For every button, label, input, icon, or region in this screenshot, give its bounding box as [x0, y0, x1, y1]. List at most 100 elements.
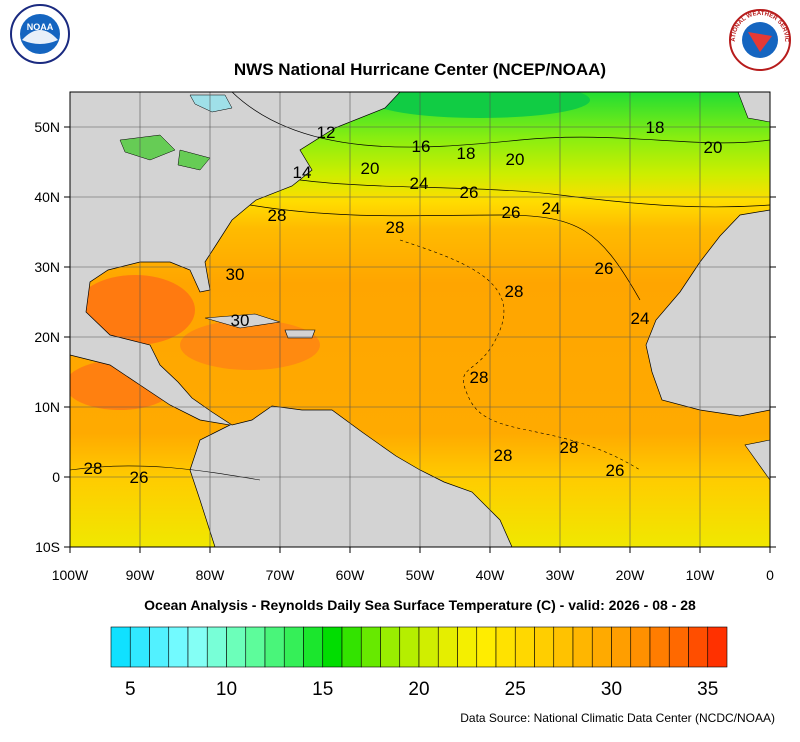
y-tick-label: 40N — [34, 189, 60, 205]
colorbar-cell — [110, 626, 131, 668]
nws-logo-ring-text: NATIONAL WEATHER SERVICE — [0, 0, 789, 43]
contour-label: 16 — [412, 137, 431, 156]
x-tick-label: 20W — [616, 567, 646, 583]
contour-label: 12 — [317, 123, 336, 142]
colorbar-cell — [534, 626, 555, 668]
colorbar-tick-label: 20 — [408, 679, 429, 700]
axes: 100W 90W 80W 70W 60W 50W 40W 30W 20W 10W 0 50N 40N 30… — [34, 119, 776, 583]
contour-label: 18 — [646, 118, 665, 137]
land-africa — [645, 209, 770, 417]
colorbar-cell — [688, 626, 709, 668]
land-africa-south — [744, 439, 770, 481]
colorbar-cell — [129, 626, 150, 668]
colorbar-tick-label: 25 — [505, 679, 526, 700]
y-tick-label: 50N — [34, 119, 60, 135]
contour-label: 18 — [457, 144, 476, 163]
colorbar: 5 10 15 20 25 30 35 — [110, 626, 728, 700]
contour-label: 24 — [631, 309, 650, 328]
caption: Ocean Analysis - Reynolds Daily Sea Surf… — [144, 597, 696, 613]
colorbar-cell — [476, 626, 497, 668]
colorbar-cell — [303, 626, 324, 668]
land-europe — [737, 92, 770, 123]
colorbar-cell — [514, 626, 535, 668]
colorbar-cell — [206, 626, 227, 668]
contour-label: 26 — [130, 468, 149, 487]
contour-label: 20 — [704, 138, 723, 157]
colorbar-tick-label: 15 — [312, 679, 333, 700]
colorbar-cell — [264, 626, 285, 668]
colorbar-cell — [168, 626, 189, 668]
x-tick-label: 50W — [406, 567, 436, 583]
warm-patch — [75, 275, 195, 345]
colorbar-cell — [553, 626, 574, 668]
x-tick-label: 40W — [476, 567, 506, 583]
colorbar-cell — [572, 626, 593, 668]
colorbar-cell — [591, 626, 612, 668]
hudson-bay — [189, 94, 233, 113]
contour-label: 26 — [606, 461, 625, 480]
noaa-logo-text: NOAA — [27, 22, 54, 32]
x-tick-label: 0 — [766, 567, 774, 583]
colorbar-cell — [707, 626, 728, 668]
colorbar-cell — [245, 626, 266, 668]
colorbar-tick-label: 5 — [125, 679, 136, 700]
colorbar-cell — [226, 626, 247, 668]
contour-label: 14 — [293, 163, 312, 182]
colorbar-tick-label: 35 — [697, 679, 718, 700]
contour-label: 20 — [361, 159, 380, 178]
contour-label: 28 — [84, 459, 103, 478]
colorbar-cell — [380, 626, 401, 668]
colorbar-cell — [149, 626, 170, 668]
colorbar-cell — [630, 626, 651, 668]
colorbar-cell — [457, 626, 478, 668]
contour — [249, 204, 641, 301]
colorbar-cell — [399, 626, 420, 668]
contour — [70, 465, 261, 481]
source: Data Source: National Climatic Data Cent… — [460, 711, 775, 725]
colorbar-cell — [187, 626, 208, 668]
x-tick-label: 10W — [686, 567, 716, 583]
title: NWS National Hurricane Center (NCEP/NOAA… — [234, 60, 606, 79]
colorbar-cell — [611, 626, 632, 668]
y-tick-label: 10N — [34, 399, 60, 415]
contour-label: 26 — [595, 259, 614, 278]
colorbar-cell — [437, 626, 458, 668]
contour-label: 20 — [506, 150, 525, 169]
colorbar-cell — [341, 626, 362, 668]
colorbar-cell — [360, 626, 381, 668]
colorbar-cell — [649, 626, 670, 668]
contour-label: 26 — [460, 183, 479, 202]
y-tick-label: 0 — [52, 469, 60, 485]
colorbar-cell — [418, 626, 439, 668]
warm-patch — [180, 320, 320, 370]
nws-logo-text: NATIONAL WEATHER SERVICE — [0, 0, 789, 43]
x-tick-label: 80W — [196, 567, 226, 583]
contour-label: 30 — [226, 265, 245, 284]
contour-label: 28 — [494, 446, 513, 465]
y-tick-label: 20N — [34, 329, 60, 345]
cool-patch — [370, 92, 590, 118]
contour-label: 24 — [542, 199, 561, 218]
colorbar-cell — [668, 626, 689, 668]
contour-label: 30 — [231, 311, 250, 330]
colorbar-cell — [283, 626, 304, 668]
great-lakes — [119, 134, 211, 171]
contour — [231, 92, 770, 148]
land-americas — [70, 92, 513, 547]
noaa-logo: NOAA — [10, 4, 70, 64]
y-tick-label: 30N — [34, 259, 60, 275]
contour-label: 28 — [505, 282, 524, 301]
colorbar-tick-label: 10 — [216, 679, 237, 700]
contour-label: 28 — [470, 368, 489, 387]
x-tick-label: 100W — [52, 567, 89, 583]
y-tick-label: 10S — [35, 539, 60, 555]
colorbar-cell — [495, 626, 516, 668]
x-tick-label: 60W — [336, 567, 366, 583]
x-tick-label: 90W — [126, 567, 156, 583]
contour-label: 28 — [268, 206, 287, 225]
contour-label: 28 — [560, 438, 579, 457]
x-tick-label: 30W — [546, 567, 576, 583]
contour-labels: 12 16 18 20 18 20 14 20 24 26 26 24 28 28 26 30 28 30 24 28… — [84, 118, 723, 487]
colorbar-cell — [322, 626, 343, 668]
